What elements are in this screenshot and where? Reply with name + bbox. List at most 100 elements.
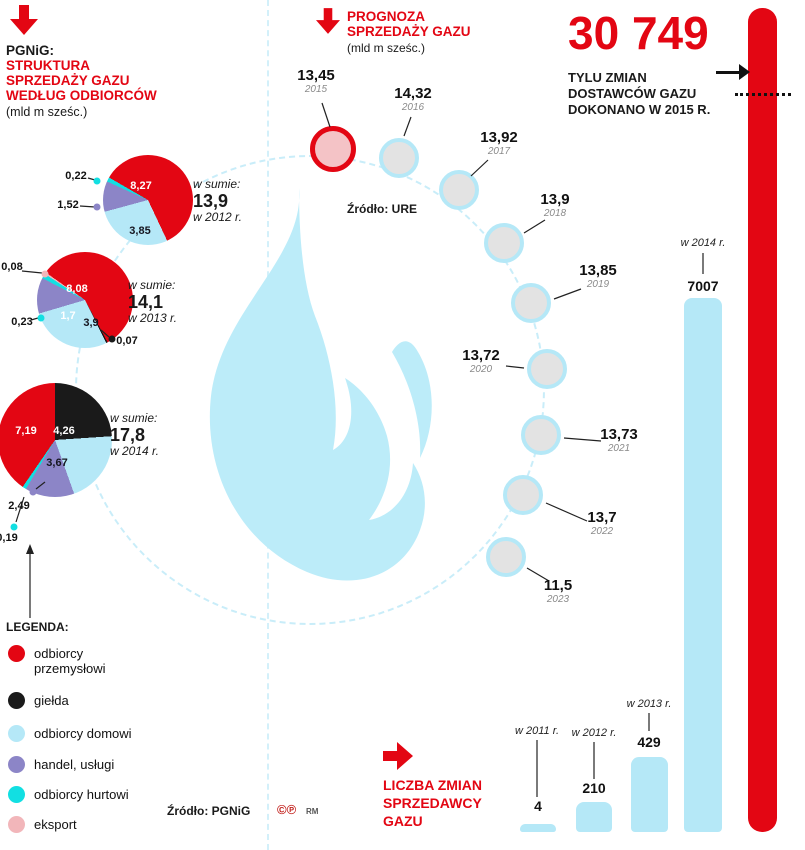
forecast-label-2020: 13,72 2020 [462, 348, 500, 376]
forecast-year: 2020 [469, 364, 493, 375]
pie-slice-label: 4,26 [53, 425, 75, 437]
forecast-value: 13,92 [480, 129, 518, 146]
bar-year-label: w 2014 r. [680, 237, 726, 249]
pie-slice-dot [93, 203, 101, 211]
bar-w-2012-r- [576, 802, 612, 832]
pie-slice-dot [29, 488, 37, 496]
forecast-value: 13,85 [579, 262, 617, 279]
pie-summary: w sumie: 14,1 w 2013 r. [128, 279, 177, 325]
pie-slice-dot [93, 177, 101, 185]
forecast-node-2022 [503, 475, 543, 515]
bar-year-label: w 2011 r. [514, 725, 560, 737]
black-legend-swatch [8, 692, 25, 709]
forecast-label-2019: 13,85 2019 [579, 263, 617, 291]
caption-line: TYLU ZMIAN [568, 70, 647, 85]
down-arrow-icon [316, 8, 340, 34]
header-left: PGNiG: STRUKTURA SPRZEDAŻY GAZU WEDŁUG O… [6, 43, 157, 119]
pie-summary-total: 14,1 [128, 292, 164, 312]
copyright-marks: ©℗ [277, 802, 297, 817]
source-ure: Źródło: URE [347, 202, 417, 216]
legend-item: eksport [8, 816, 77, 833]
header-center-title-line: PROGNOZA [347, 9, 426, 24]
header-left-unit: (mld m sześc.) [6, 105, 88, 119]
header-center-title-line: SPRZEDAŻY GAZU [347, 24, 471, 39]
pie-summary-total_label: w sumie: [110, 411, 158, 425]
pie-slice-label: 2,49 [8, 500, 30, 512]
pie-w-2012-r- [103, 155, 193, 245]
bar-value: 4 [534, 798, 542, 814]
purple-legend-swatch [8, 756, 25, 773]
legend-item: odbiorcy przemysłowi [8, 645, 149, 676]
pie-summary-total_label: w sumie: [128, 278, 176, 292]
bars-section-title: LICZBA ZMIAN SPRZEDAWCY GAZU [383, 776, 482, 830]
forecast-value: 14,32 [394, 85, 432, 102]
forecast-value: 13,72 [462, 347, 500, 364]
forecast-node-2023 [486, 537, 526, 577]
forecast-year: 2016 [401, 102, 425, 113]
pie-slice-label: 8,08 [66, 283, 88, 295]
pie-summary-year_label: w 2013 r. [128, 311, 177, 325]
forecast-label-2017: 13,92 2017 [480, 130, 518, 158]
legend-item: odbiorcy hurtowi [8, 786, 129, 803]
legend-item: odbiorcy domowi [8, 725, 132, 742]
forecast-node-2016 [379, 138, 419, 178]
down-arrow-icon [10, 5, 38, 35]
caption-line: DOSTAWCÓW GAZU [568, 86, 697, 101]
forecast-year: 2015 [304, 84, 328, 95]
forecast-value: 13,7 [587, 509, 617, 526]
pie-slice-label: 1,52 [57, 199, 79, 211]
pie-w-2014-r- [0, 383, 112, 497]
bar-year-label: w 2013 r. [626, 698, 672, 710]
legend-label: odbiorcy domowi [34, 726, 132, 741]
pie-slice-label: 7,19 [15, 425, 37, 437]
caption-to-bar-arrowhead [739, 64, 750, 80]
gas-flame-icon [209, 188, 432, 581]
bar-year-label: w 2012 r. [571, 727, 617, 739]
credit-rm: RM [306, 807, 319, 816]
legend-label: odbiorcy hurtowi [34, 787, 129, 802]
forecast-label-2022: 13,7 2022 [587, 510, 616, 538]
forecast-value: 11,5 [543, 577, 573, 594]
forecast-label-2015: 13,45 2015 [297, 68, 335, 96]
forecast-label-2016: 14,32 2016 [394, 86, 432, 114]
pie-slice-label: 8,27 [130, 180, 152, 192]
pie-slice-dot [108, 335, 116, 343]
forecast-node-2020 [527, 349, 567, 389]
forecast-label-2023: 11,5 2023 [544, 578, 572, 606]
pie-slice-label: 1,7 [60, 310, 76, 322]
pie-summary-year_label: w 2014 r. [110, 444, 159, 458]
header-center: PROGNOZA SPRZEDAŻY GAZU (mld m sześc.) [347, 9, 471, 55]
forecast-label-2021: 13,73 2021 [600, 427, 638, 455]
forecast-year: 2021 [607, 443, 631, 454]
forecast-year: 2023 [546, 594, 570, 605]
forecast-label-2018: 13,9 2018 [540, 192, 569, 220]
light_blue-legend-swatch [8, 725, 25, 742]
pie-summary: w sumie: 17,8 w 2014 r. [110, 412, 159, 458]
pie-summary-year_label: w 2012 r. [193, 210, 242, 224]
legend-label: handel, usługi [34, 757, 115, 772]
header-left-title-line: STRUKTURA [6, 58, 90, 73]
pie-slice-dot [37, 314, 45, 322]
cyan-legend-swatch [8, 786, 25, 803]
bar-value: 210 [582, 780, 606, 796]
forecast-year: 2022 [590, 526, 614, 537]
pink-legend-swatch [8, 816, 25, 833]
pie-slice-label: 3,9 [83, 317, 99, 329]
forecast-year: 2018 [543, 208, 567, 219]
bar-2015 [748, 8, 777, 832]
caption-line: DOKONANO W 2015 R. [568, 102, 711, 117]
header-left-title-line: SPRZEDAŻY GAZU [6, 73, 130, 88]
org-name: PGNiG: [6, 43, 55, 58]
pie-slice-dot [41, 270, 49, 278]
header-right-caption: TYLU ZMIAN DOSTAWCÓW GAZU DOKONANO W 201… [568, 70, 710, 118]
pie-slice-label: 0,23 [11, 316, 33, 328]
header-center-unit: (mld m sześc.) [347, 41, 425, 55]
legend-label: odbiorcy przemysłowi [34, 646, 106, 676]
pie-w-2013-r- [37, 252, 133, 348]
forecast-node-2018 [484, 223, 524, 263]
forecast-node-2017 [439, 170, 479, 210]
legend-item: giełda [8, 692, 69, 709]
bars-title-line: GAZU [383, 813, 423, 829]
